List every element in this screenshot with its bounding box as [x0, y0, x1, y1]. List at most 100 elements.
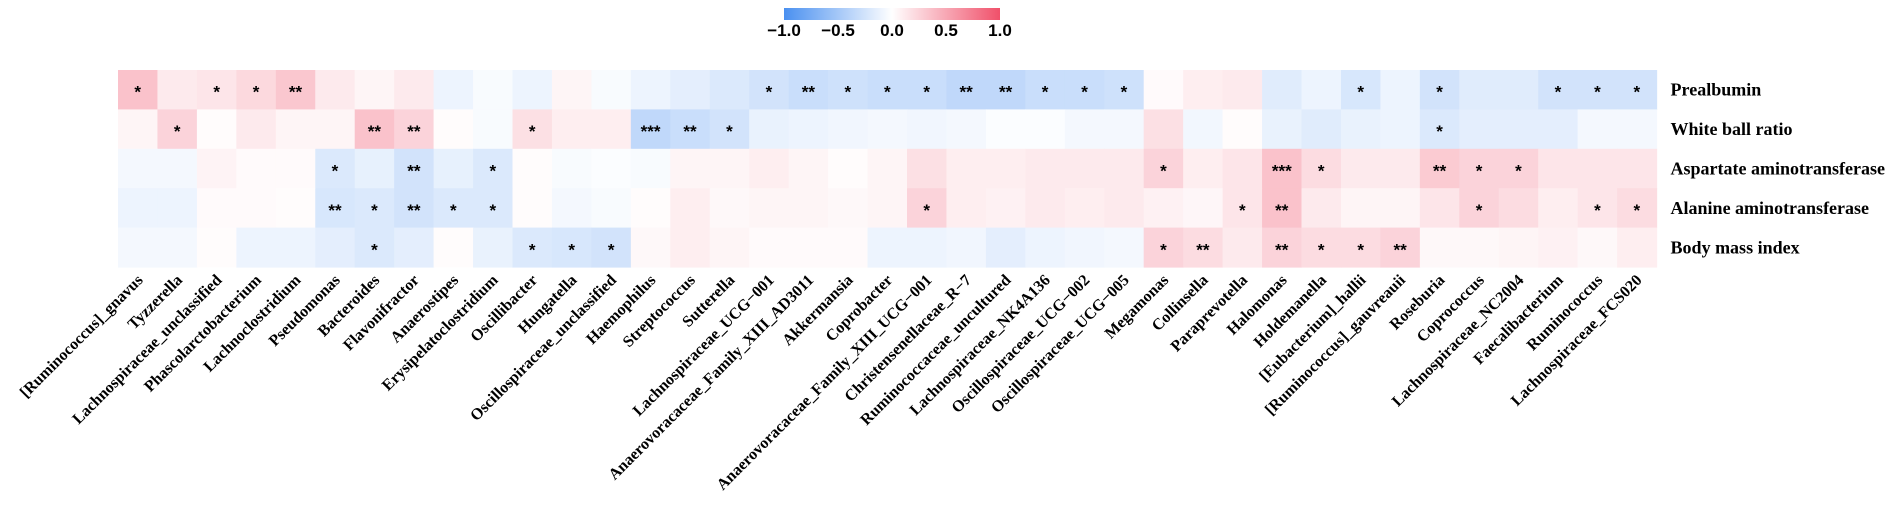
heatmap-cell [315, 109, 356, 150]
heatmap-cell [788, 188, 829, 229]
heatmap-cell [1183, 148, 1224, 189]
heatmap-cell [828, 148, 869, 189]
heatmap-cell [630, 188, 671, 229]
heatmap-cell [1380, 70, 1421, 110]
legend-tick-label: −1.0 [767, 21, 801, 40]
heatmap-cell [1419, 70, 1460, 110]
significance-mark: ** [1433, 162, 1447, 181]
heatmap-cell [394, 188, 435, 229]
heatmap-cell [946, 227, 987, 268]
heatmap-cell [1617, 70, 1658, 110]
heatmap-cell [1380, 148, 1421, 189]
heatmap-cell [1064, 188, 1105, 229]
heatmap-cell [1577, 109, 1618, 150]
heatmap-cell [630, 227, 671, 268]
heatmap-cell [1380, 227, 1421, 268]
heatmap-cell [1538, 227, 1579, 268]
heatmap-cell [1143, 227, 1184, 268]
heatmap-cell [394, 109, 435, 150]
heatmap-cell [1222, 148, 1263, 189]
heatmap-cell [118, 109, 159, 150]
heatmap-cell [749, 70, 790, 110]
heatmap-cell [749, 188, 790, 229]
heatmap-cell [236, 227, 277, 268]
significance-mark: * [1476, 162, 1483, 181]
heatmap-cell [867, 70, 908, 110]
heatmap-cell [1064, 109, 1105, 150]
significance-mark: * [1318, 162, 1325, 181]
significance-mark: * [923, 201, 930, 220]
heatmap-cell [1498, 227, 1539, 268]
heatmap-cell [433, 109, 474, 150]
heatmap-cell [867, 109, 908, 150]
heatmap-cell [1538, 188, 1579, 229]
heatmap-cell [275, 148, 316, 189]
significance-mark: ** [328, 201, 342, 220]
heatmap-cell [1262, 188, 1303, 229]
heatmap-cell [709, 148, 750, 189]
heatmap-cell [1064, 148, 1105, 189]
heatmap-cell [551, 70, 592, 110]
significance-mark: * [134, 83, 141, 102]
row-label: Aspartate aminotransferase [1671, 159, 1885, 179]
heatmap-cell [473, 70, 514, 110]
heatmap-cell [1301, 188, 1342, 229]
heatmap-cell [1262, 227, 1303, 268]
heatmap-cell [433, 148, 474, 189]
heatmap-cell [1459, 148, 1500, 189]
significance-mark: ** [289, 83, 303, 102]
heatmap-cell [315, 148, 356, 189]
significance-mark: * [1081, 83, 1088, 102]
row-labels: Prealbumin White ball ratio Aspartate amin… [1671, 80, 1885, 258]
heatmap-cell [354, 227, 395, 268]
significance-mark: * [608, 240, 615, 259]
significance-mark: ** [999, 83, 1013, 102]
heatmap-cell [1064, 227, 1105, 268]
significance-mark: * [726, 122, 733, 141]
significance-mark: * [332, 162, 339, 181]
heatmap-cell [1340, 70, 1381, 110]
heatmap-cell [1104, 70, 1145, 110]
heatmap-cell [236, 70, 277, 110]
heatmap-cell [1143, 70, 1184, 110]
significance-mark: * [1634, 201, 1641, 220]
significance-mark: * [529, 240, 536, 259]
heatmap-cell [591, 70, 632, 110]
heatmap-cell [1577, 148, 1618, 189]
heatmap-cell [1262, 70, 1303, 110]
heatmap-cells [118, 70, 1658, 268]
heatmap-cell [394, 70, 435, 110]
heatmap-cell [275, 227, 316, 268]
heatmap-cell [1498, 188, 1539, 229]
heatmap-cell [551, 188, 592, 229]
heatmap-cell [867, 188, 908, 229]
heatmap-cell [473, 227, 514, 268]
heatmap-cell [1104, 148, 1145, 189]
heatmap-cell [1419, 188, 1460, 229]
heatmap-cell [907, 70, 948, 110]
significance-mark: *** [1272, 162, 1292, 181]
heatmap-cell [236, 109, 277, 150]
legend-tick-label: 1.0 [988, 21, 1012, 40]
heatmap-cell [1617, 188, 1658, 229]
column-label: Lachnospiraceae_unclassified [69, 272, 225, 428]
heatmap-cell [1104, 227, 1145, 268]
heatmap-cell [1617, 109, 1658, 150]
heatmap-cell [709, 70, 750, 110]
heatmap-cell [551, 148, 592, 189]
heatmap-cell [275, 109, 316, 150]
legend-tick-label: −0.5 [821, 21, 855, 40]
significance-mark: * [1239, 201, 1246, 220]
heatmap-cell [709, 227, 750, 268]
heatmap-cell [1222, 188, 1263, 229]
significance-mark: * [1042, 83, 1049, 102]
significance-mark: ** [1275, 240, 1289, 259]
legend-gradient-bar [784, 8, 1000, 20]
heatmap-cell [1340, 109, 1381, 150]
heatmap-cell [709, 188, 750, 229]
heatmap-cell [985, 109, 1026, 150]
significance-mark: * [529, 122, 536, 141]
heatmap-cell [157, 148, 198, 189]
heatmap-cell [1419, 109, 1460, 150]
heatmap-cell [1183, 227, 1224, 268]
